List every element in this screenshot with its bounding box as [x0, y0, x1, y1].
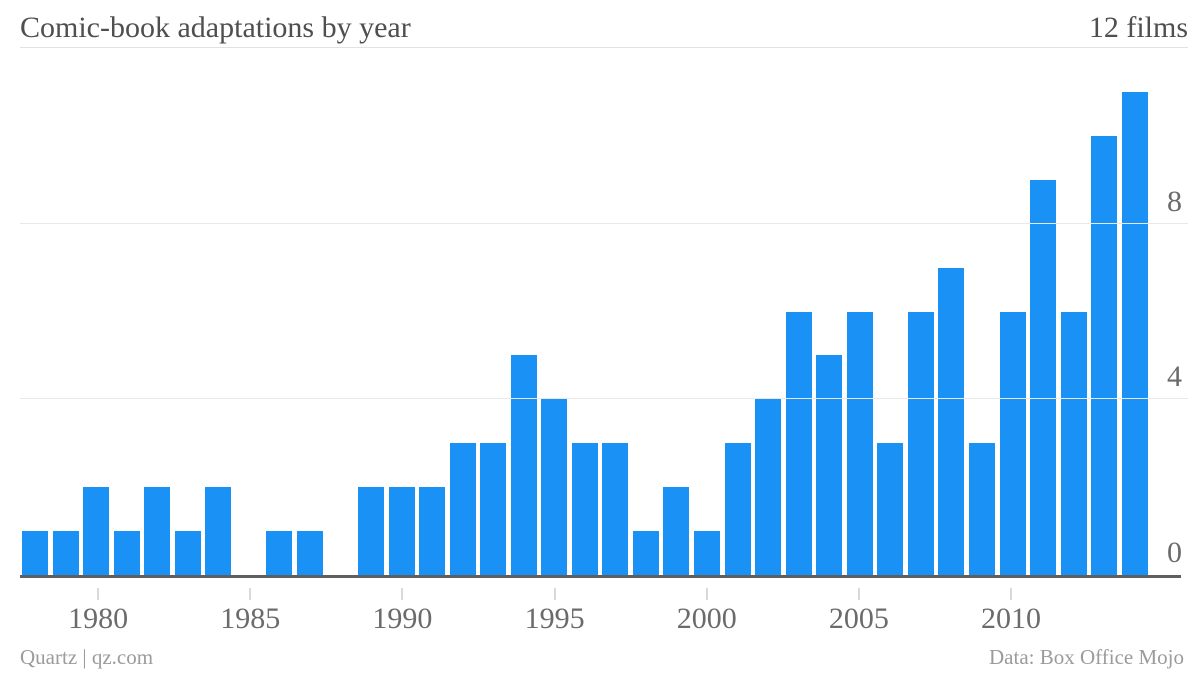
x-tick-label-1980: 1980: [68, 602, 129, 635]
chart-header: Comic-book adaptations by year 12 films: [20, 0, 1188, 48]
bar-1981: [113, 531, 140, 575]
bar-1998: [632, 531, 659, 575]
bar-1994: [510, 355, 537, 575]
bar-2012: [1060, 311, 1087, 575]
chart-footer: Quartz | qz.com Data: Box Office Mojo: [20, 647, 1184, 668]
bar-1986: [266, 531, 293, 575]
bars-container: [22, 48, 1148, 575]
x-tick-1990: [401, 588, 404, 600]
bar-1996: [571, 443, 598, 575]
y-axis-label-4: 4: [1167, 360, 1182, 394]
x-tick-label-2000: 2000: [676, 602, 737, 635]
bar-1987: [296, 531, 323, 575]
bar-2006: [877, 443, 904, 575]
x-tick-label-2010: 2010: [981, 602, 1042, 635]
bar-2002: [755, 399, 782, 575]
bar-1984: [205, 487, 232, 575]
bar-2003: [785, 311, 812, 575]
bar-2007: [907, 311, 934, 575]
bar-1983: [174, 531, 201, 575]
x-tick-2005: [857, 588, 860, 600]
x-tick-1995: [553, 588, 556, 600]
bar-1980: [83, 487, 110, 575]
x-axis-line: [20, 575, 1181, 578]
bar-2013: [1091, 135, 1118, 575]
bar-1979: [52, 531, 79, 575]
bar-2005: [846, 311, 873, 575]
y-gridline-8: [20, 222, 1188, 224]
bar-1993: [480, 443, 507, 575]
x-tick-label-1985: 1985: [220, 602, 281, 635]
bar-1989: [358, 487, 385, 575]
bar-1991: [419, 487, 446, 575]
y-axis-label-0: 0: [1167, 536, 1182, 569]
bar-2010: [999, 311, 1026, 575]
bar-1978: [22, 531, 48, 575]
y-axis-max-label: 12 films: [1088, 11, 1188, 44]
bar-1997: [602, 443, 629, 575]
x-tick-label-2005: 2005: [828, 602, 889, 635]
bar-2001: [724, 443, 751, 575]
bar-1992: [449, 443, 476, 575]
bar-1990: [388, 487, 415, 575]
x-tick-1980: [97, 588, 100, 600]
bar-2011: [1030, 179, 1057, 575]
x-axis: 1980 1985 1990 1995 2000 2005 2010: [22, 578, 1148, 644]
x-tick-2010: [1010, 588, 1013, 600]
footer-brand: Quartz | qz.com: [20, 645, 154, 669]
y-gridline-4: [20, 398, 1188, 400]
chart-title: Comic-book adaptations by year: [20, 11, 411, 44]
bar-2000: [694, 531, 721, 575]
x-tick-label-1995: 1995: [524, 602, 585, 635]
y-axis-label-8: 8: [1167, 184, 1182, 218]
bar-1999: [663, 487, 690, 575]
bar-2014: [1121, 91, 1148, 575]
bar-2008: [938, 267, 965, 575]
x-tick-1985: [249, 588, 252, 600]
x-tick-label-1990: 1990: [372, 602, 433, 635]
bar-2004: [816, 355, 843, 575]
bar-2009: [968, 443, 995, 575]
bar-1982: [144, 487, 171, 575]
bar-1995: [541, 399, 568, 575]
footer-source: Data: Box Office Mojo: [989, 645, 1184, 669]
plot-area: 0 4 8: [20, 48, 1188, 578]
x-tick-2000: [705, 588, 708, 600]
